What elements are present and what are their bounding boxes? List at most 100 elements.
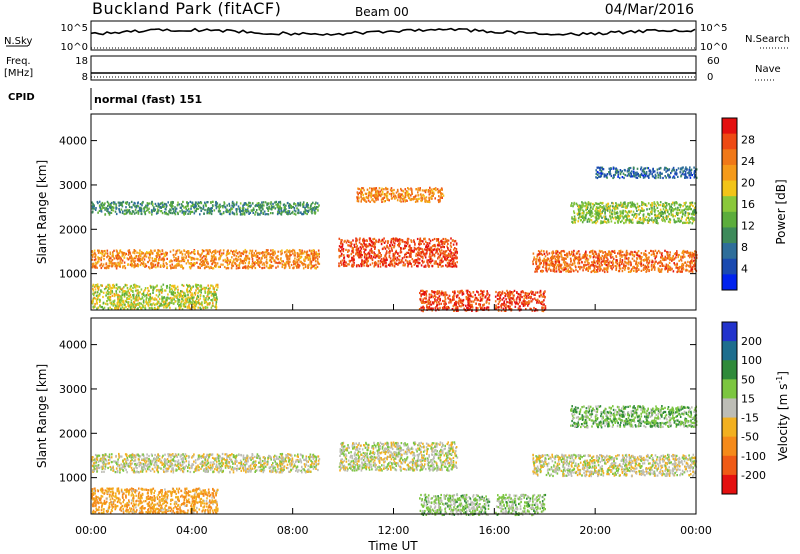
echo-cell [563,259,566,262]
echo-cell [314,253,317,256]
echo-cell [183,259,186,262]
echo-cell [421,301,423,304]
echo-cell [378,256,380,259]
echo-cell [229,210,231,213]
echo-cell [214,305,216,308]
echo-cell [306,202,308,205]
echo-cell [205,249,207,252]
echo-cell [445,259,447,262]
echo-cell [219,206,221,209]
echo-cell [205,254,208,257]
echo-cell [444,250,447,253]
echo-cell [193,258,196,261]
echo-cell [315,256,317,259]
echo-cell [395,262,398,266]
echo-cell [392,192,394,195]
echo-cell [97,261,99,264]
echo-cell [426,261,428,264]
echo-cell [174,288,176,291]
echo-cell [542,292,545,296]
echo-cell [394,257,397,260]
echo-cell [139,263,142,267]
echo-cell [215,306,218,309]
echo-cell [455,304,457,307]
echo-cell [422,306,424,309]
echo-cell [280,253,282,256]
echo-cell [129,287,131,291]
echo-cell [309,258,312,261]
echo-cell [111,287,114,290]
echo-cell [451,298,454,301]
echo-cell [154,306,156,309]
echo-cell [474,296,477,299]
echo-cell [213,261,216,264]
echo-cell [145,299,148,302]
echo-cell [603,260,605,263]
echo-cell [144,289,146,292]
echo-cell [545,260,547,263]
echo-cell [386,251,388,255]
echo-cell [576,258,579,261]
echo-cell [429,254,431,257]
echo-cell [268,207,271,210]
echo-cell [271,264,273,268]
echo-cell [207,293,209,296]
echo-cell [200,303,203,306]
echo-cell [181,295,184,298]
echo-cell [691,251,694,254]
echo-cell [445,264,447,267]
echo-cell [356,197,359,201]
echo-cell [290,250,292,253]
echo-cell [540,270,542,273]
echo-cell [287,260,290,263]
echo-cell [227,252,230,255]
echo-cell [281,263,284,266]
echo-cell [640,259,642,263]
echo-cell [612,257,615,260]
echo-cell [155,257,158,260]
echo-cell [174,213,177,216]
echo-cell [169,301,171,304]
echo-cell [203,261,205,264]
echo-cell [208,302,211,305]
echo-cell [199,206,201,209]
echo-cell [178,249,181,252]
echo-cell [206,261,209,264]
echo-cell [544,258,546,262]
echo-cell [314,203,316,206]
echo-cell [377,194,380,197]
echo-cell [415,254,417,257]
echo-cell [187,207,190,211]
echo-cell [142,305,144,309]
echo-cell [555,266,558,269]
echo-cell [98,209,101,212]
echo-cell [191,302,194,305]
echo-cell [425,252,428,255]
echo-cell [203,249,205,253]
echo-cell [274,207,276,210]
echo-cell [370,251,373,254]
echo-cell [345,241,348,244]
echo-cell [310,202,313,206]
echo-cell [229,208,232,211]
echo-cell [256,202,259,205]
echo-cell [509,302,511,305]
echo-cell [398,196,400,199]
echo-cell [147,287,149,290]
echo-cell [633,269,635,272]
echo-cell [110,211,113,214]
echo-cell [566,254,569,257]
echo-cell [427,259,430,262]
echo-cell [393,192,395,195]
echo-cell [589,264,592,267]
echo-cell [119,265,121,268]
echo-cell [358,256,360,259]
echo-cell [117,296,119,299]
echo-cell [451,308,454,311]
echo-cell [384,240,387,243]
echo-cell [278,210,281,213]
echo-cell [169,296,172,300]
echo-cell [163,252,165,255]
echo-cell [250,265,252,268]
echo-cell [165,306,167,309]
